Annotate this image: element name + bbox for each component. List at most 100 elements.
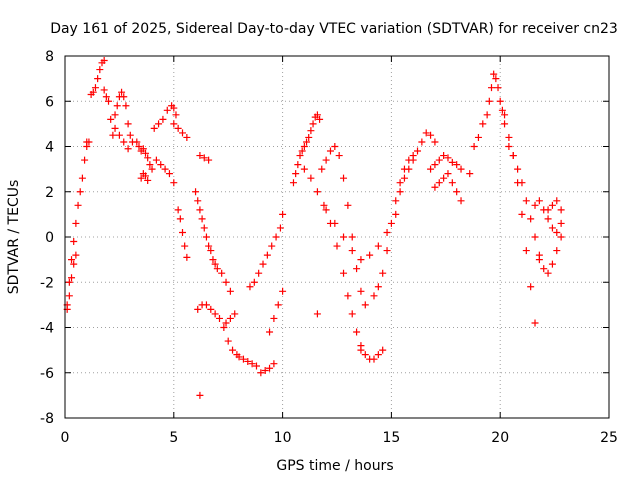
data-point (257, 369, 265, 377)
series-arc-14 (196, 152, 213, 164)
data-point (268, 242, 276, 250)
series-arc-33 (501, 120, 539, 327)
data-point (392, 210, 400, 218)
x-tick-label: 15 (382, 430, 400, 446)
grid-lines (65, 56, 609, 418)
data-point (120, 138, 128, 146)
data-point (279, 210, 287, 218)
data-point (535, 256, 543, 264)
data-point (431, 161, 439, 169)
data-point (505, 133, 513, 141)
data-point (307, 127, 315, 135)
data-point (427, 165, 435, 173)
data-point (172, 111, 180, 119)
data-point (239, 355, 247, 363)
data-point (205, 156, 213, 164)
data-point (470, 143, 478, 150)
series-arc-32 (485, 70, 509, 119)
x-tick-label: 25 (600, 430, 618, 446)
data-point (246, 283, 254, 291)
data-point (409, 156, 417, 164)
data-point (224, 337, 232, 345)
data-point (487, 84, 495, 92)
data-point (370, 355, 378, 363)
data-point (422, 129, 430, 137)
data-point (448, 158, 456, 166)
data-point (340, 269, 348, 277)
data-point (174, 124, 182, 132)
data-point (379, 346, 387, 354)
data-point (483, 111, 491, 119)
series-arc-3 (83, 57, 108, 150)
data-point (137, 174, 145, 182)
data-point (205, 242, 213, 250)
data-point (279, 287, 287, 295)
data-point (366, 251, 374, 259)
data-point (200, 154, 208, 162)
data-point (226, 287, 234, 295)
data-point (405, 165, 413, 173)
data-point (544, 269, 552, 277)
data-point (148, 165, 156, 173)
data-point (200, 224, 208, 232)
data-point (303, 138, 311, 146)
data-point (126, 131, 134, 139)
series-arc-31 (470, 111, 491, 150)
data-point (320, 201, 328, 209)
series-arc-15 (194, 301, 241, 359)
data-point (374, 351, 382, 359)
data-point (202, 301, 210, 309)
series-arc-35 (531, 197, 565, 236)
data-point (498, 106, 506, 114)
data-point (85, 138, 93, 146)
data-point (374, 283, 382, 291)
data-point (440, 152, 448, 160)
data-point (133, 138, 141, 146)
data-point (142, 172, 150, 180)
data-point (457, 165, 465, 173)
data-point (370, 292, 378, 300)
y-axis-label: SDTVAR / TECUs (6, 180, 22, 295)
data-point (263, 251, 271, 259)
series-arc-21 (289, 111, 324, 187)
data-point (102, 93, 110, 101)
series-arc-2 (63, 251, 80, 309)
data-point (222, 278, 230, 286)
data-point (357, 256, 365, 264)
data-point (348, 310, 356, 318)
data-point (418, 138, 426, 146)
data-point (211, 310, 219, 318)
data-point (548, 260, 556, 268)
data-point (159, 115, 167, 123)
series-arc-30 (313, 310, 321, 318)
x-axis-label: GPS time / hours (276, 458, 393, 474)
data-point (111, 124, 119, 132)
data-point (109, 131, 117, 139)
y-tick-label: 4 (45, 140, 54, 156)
data-point (111, 111, 119, 119)
plot-frame (64, 55, 610, 419)
data-point (72, 219, 80, 227)
data-point (244, 357, 252, 365)
y-tick-label: 8 (45, 49, 54, 65)
data-point (192, 188, 200, 196)
data-point (335, 152, 343, 160)
data-point (163, 106, 171, 114)
data-point (215, 314, 223, 322)
data-point (276, 224, 284, 232)
data-point (548, 224, 556, 232)
data-point (250, 278, 258, 286)
data-point (535, 197, 543, 205)
data-point (144, 176, 152, 184)
data-point (174, 206, 182, 214)
data-point (139, 145, 147, 153)
series-arc-12 (174, 206, 191, 261)
data-point (492, 75, 500, 83)
data-point (118, 88, 126, 96)
data-point (527, 215, 535, 223)
series-arc-37 (544, 197, 565, 214)
data-point (522, 247, 530, 255)
data-point (65, 278, 73, 286)
